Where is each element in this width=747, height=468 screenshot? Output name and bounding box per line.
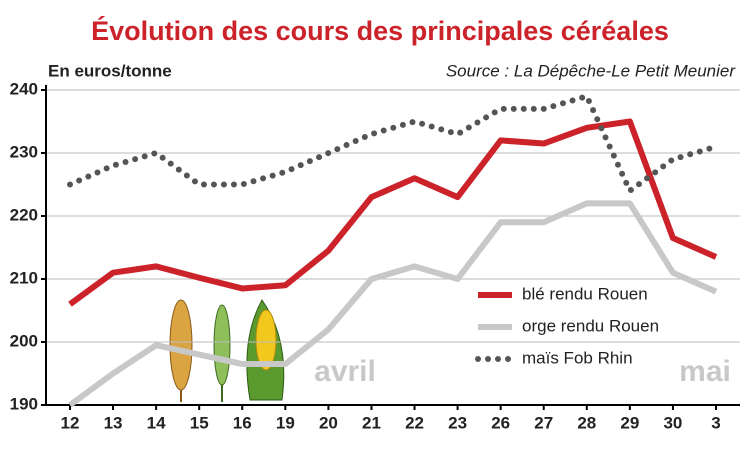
y-tick-label: 210 bbox=[10, 268, 38, 287]
x-tick-label: 19 bbox=[276, 413, 295, 432]
y-tick-label: 220 bbox=[10, 205, 38, 224]
x-tick-label: 21 bbox=[362, 413, 381, 432]
y-tick-label: 190 bbox=[10, 394, 38, 413]
x-tick-label: 22 bbox=[405, 413, 424, 432]
x-tick-label: 16 bbox=[233, 413, 252, 432]
series-line bbox=[68, 200, 718, 408]
chart-title: Évolution des cours des principales céré… bbox=[91, 15, 669, 46]
legend-label: orge rendu Rouen bbox=[522, 316, 659, 335]
y-tick-label: 230 bbox=[10, 142, 38, 161]
x-tick-label: 29 bbox=[620, 413, 639, 432]
x-tick-label: 26 bbox=[491, 413, 510, 432]
series-line bbox=[67, 92, 719, 196]
x-tick-label: 12 bbox=[61, 413, 80, 432]
source: Source : La Dépêche-Le Petit Meunier bbox=[446, 61, 737, 80]
series-line bbox=[68, 118, 718, 307]
x-tick-label: 14 bbox=[147, 413, 166, 432]
x-tick-label: 23 bbox=[448, 413, 467, 432]
y-axis-label: En euros/tonne bbox=[48, 61, 172, 80]
annotation: mai bbox=[679, 355, 731, 388]
y-tick-label: 240 bbox=[10, 79, 38, 98]
x-tick-label: 3 bbox=[711, 413, 720, 432]
x-tick-label: 13 bbox=[104, 413, 123, 432]
x-tick-label: 20 bbox=[319, 413, 338, 432]
annotation: avril bbox=[314, 355, 376, 388]
cereal-illustration bbox=[169, 299, 285, 402]
y-tick-label: 200 bbox=[10, 331, 38, 350]
x-tick-label: 30 bbox=[663, 413, 682, 432]
legend-label: blé rendu Rouen bbox=[522, 284, 648, 303]
x-tick-label: 28 bbox=[577, 413, 596, 432]
x-tick-label: 15 bbox=[190, 413, 209, 432]
x-tick-label: 27 bbox=[534, 413, 553, 432]
legend-label: maïs Fob Rhin bbox=[522, 348, 633, 367]
